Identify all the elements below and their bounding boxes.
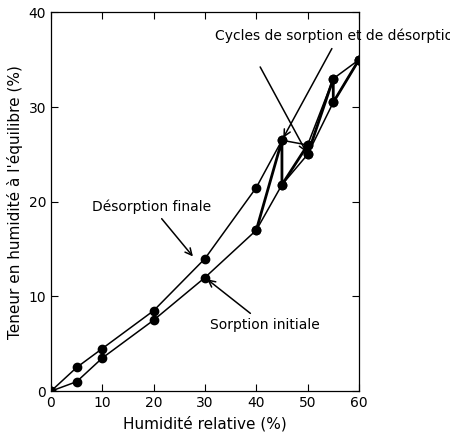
Text: Désorption finale: Désorption finale bbox=[92, 199, 211, 255]
Text: Cycles de sorption et de désorption: Cycles de sorption et de désorption bbox=[215, 29, 450, 136]
Y-axis label: Teneur en humidité à l'équilibre (%): Teneur en humidité à l'équilibre (%) bbox=[7, 65, 23, 339]
Text: Sorption initiale: Sorption initiale bbox=[208, 280, 320, 332]
X-axis label: Humidité relative (%): Humidité relative (%) bbox=[123, 416, 287, 431]
